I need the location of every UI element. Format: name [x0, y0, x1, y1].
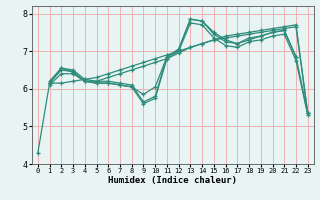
- X-axis label: Humidex (Indice chaleur): Humidex (Indice chaleur): [108, 176, 237, 185]
